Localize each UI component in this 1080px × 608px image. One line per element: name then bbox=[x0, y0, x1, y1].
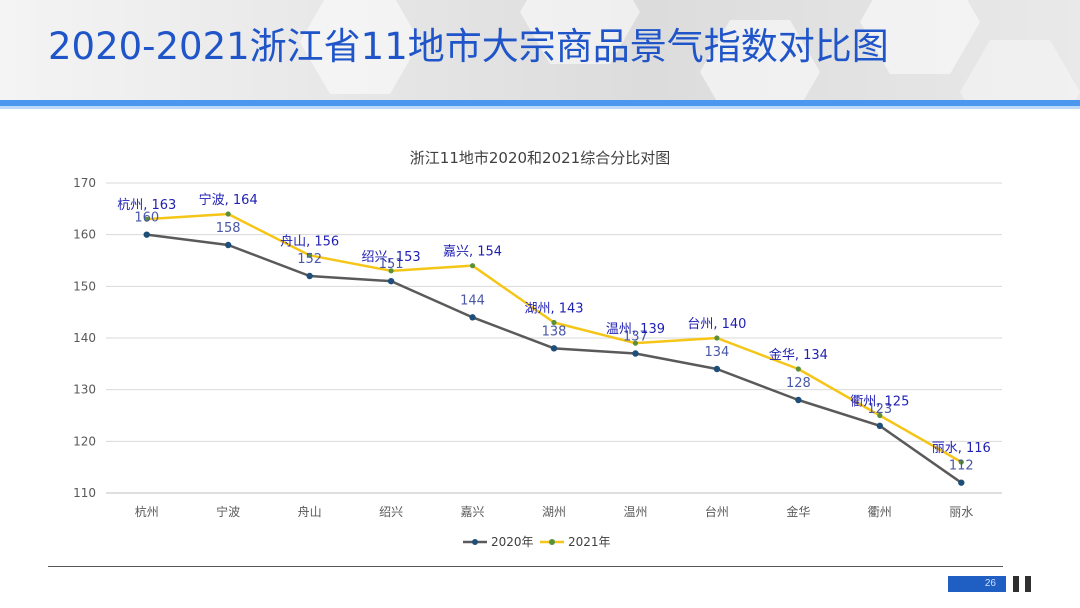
data-label: 舟山, 156 bbox=[280, 234, 339, 249]
data-point bbox=[224, 241, 232, 249]
data-point bbox=[876, 422, 884, 430]
x-tick-label: 嘉兴 bbox=[461, 505, 485, 519]
y-tick-label: 170 bbox=[73, 176, 96, 190]
data-label: 台州, 140 bbox=[687, 317, 746, 332]
data-point bbox=[469, 263, 476, 269]
x-tick-label: 金华 bbox=[786, 504, 810, 519]
data-point bbox=[632, 350, 639, 357]
header-accent-band bbox=[0, 100, 1080, 106]
data-point bbox=[469, 314, 476, 321]
header-banner: 2020-2021浙江省11地市大宗商品景气指数对比图 bbox=[0, 0, 1080, 100]
page-number-box bbox=[948, 576, 1006, 592]
data-point bbox=[632, 340, 639, 346]
data-point bbox=[143, 231, 150, 238]
series-line bbox=[146, 233, 962, 484]
data-label: 144 bbox=[460, 293, 485, 308]
data-point bbox=[551, 319, 557, 326]
data-point bbox=[387, 277, 395, 285]
x-axis: 杭州 宁波 舟山 绍兴 嘉兴 湖州 温州 台州 金华 衢州 丽水 bbox=[135, 504, 974, 519]
y-tick-label: 120 bbox=[73, 434, 96, 448]
data-label: 丽水, 116 bbox=[932, 441, 991, 456]
data-label: 151 bbox=[379, 257, 404, 272]
legend-label: 2021年 bbox=[568, 535, 611, 549]
page-title: 2020-2021浙江省11地市大宗商品景气指数对比图 bbox=[48, 25, 889, 68]
data-label: 绍兴, 153 bbox=[362, 250, 421, 265]
data-point bbox=[714, 335, 720, 341]
data-label: 152 bbox=[297, 252, 322, 267]
legend-item[interactable]: 2020年 bbox=[463, 535, 534, 549]
y-tick-label: 140 bbox=[73, 331, 96, 345]
legend-marker bbox=[472, 539, 478, 545]
data-label: 杭州, 163 bbox=[117, 198, 176, 213]
data-point bbox=[144, 216, 150, 222]
data-point bbox=[550, 345, 558, 352]
data-label: 158 bbox=[216, 221, 241, 236]
line-chart: 浙江11地市2020和2021综合分比对图 110 120 130 140 150 160… bbox=[73, 149, 1002, 549]
data-point bbox=[306, 272, 313, 280]
x-tick-label: 温州 bbox=[623, 505, 647, 519]
x-tick-label: 舟山 bbox=[298, 505, 322, 519]
data-point bbox=[795, 366, 801, 372]
x-tick-label: 湖州 bbox=[542, 504, 566, 519]
data-label: 嘉兴, 154 bbox=[443, 245, 502, 260]
legend-item[interactable]: 2021年 bbox=[540, 535, 611, 549]
footer-mark bbox=[1025, 576, 1031, 592]
y-tick-label: 160 bbox=[73, 228, 96, 242]
y-tick-label: 130 bbox=[73, 383, 96, 397]
legend-label: 2020年 bbox=[491, 535, 534, 549]
data-label: 134 bbox=[704, 345, 729, 360]
hexagon-decoration bbox=[300, 0, 420, 94]
footer-mark bbox=[1013, 576, 1019, 592]
data-label: 温州, 139 bbox=[606, 322, 665, 337]
chart-grid bbox=[106, 182, 1002, 494]
y-tick-label: 150 bbox=[73, 279, 96, 293]
data-label: 112 bbox=[949, 459, 974, 474]
hexagon-decoration bbox=[700, 20, 820, 100]
data-point bbox=[958, 479, 965, 486]
data-point bbox=[958, 459, 964, 465]
y-tick-label: 110 bbox=[73, 486, 96, 500]
chart-legend[interactable]: 2020年 2021年 bbox=[463, 535, 611, 549]
x-tick-label: 宁波 bbox=[216, 504, 240, 519]
y-axis: 110 120 130 140 150 160 170 bbox=[73, 176, 96, 500]
header-accent-band-light bbox=[0, 106, 1080, 109]
data-point bbox=[225, 211, 231, 217]
data-label: 160 bbox=[134, 211, 159, 226]
data-label: 衢州, 125 bbox=[850, 395, 909, 410]
data-label: 宁波, 164 bbox=[199, 192, 258, 208]
footer-divider bbox=[48, 566, 1003, 567]
hexagon-decoration bbox=[520, 0, 640, 64]
data-labels: 160 158 152 151 144 138 137 134 128 123 112 杭州, 163… bbox=[117, 192, 991, 474]
hexagon-decoration bbox=[860, 0, 980, 74]
data-label: 128 bbox=[786, 376, 811, 391]
x-tick-label: 台州 bbox=[705, 504, 729, 519]
page-number: 26 bbox=[984, 578, 996, 589]
data-point bbox=[795, 396, 802, 404]
data-point bbox=[713, 365, 721, 373]
data-label: 金华, 134 bbox=[769, 347, 828, 363]
data-label: 138 bbox=[542, 324, 567, 339]
data-point bbox=[307, 252, 313, 258]
x-tick-label: 绍兴 bbox=[379, 505, 403, 519]
x-tick-label: 衢州 bbox=[868, 505, 892, 519]
data-label: 137 bbox=[623, 330, 648, 345]
series-markers bbox=[143, 211, 965, 486]
x-tick-label: 丽水 bbox=[949, 505, 973, 519]
data-label: 湖州, 143 bbox=[524, 302, 583, 317]
data-point bbox=[388, 268, 394, 274]
hexagon-decoration bbox=[960, 40, 1080, 100]
x-tick-label: 杭州 bbox=[135, 504, 159, 519]
data-point bbox=[877, 412, 883, 419]
chart-title: 浙江11地市2020和2021综合分比对图 bbox=[410, 149, 670, 167]
legend-marker bbox=[549, 539, 555, 545]
data-label: 123 bbox=[867, 402, 892, 417]
